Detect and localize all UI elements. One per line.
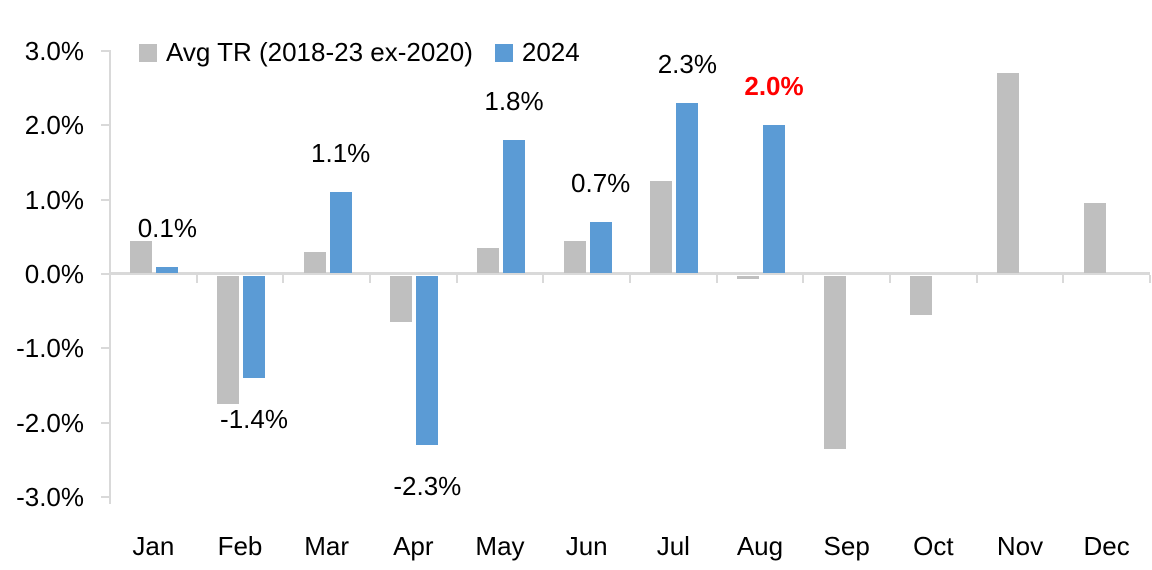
x-axis-tick (1062, 275, 1065, 283)
x-axis-label-jul: Jul (656, 531, 690, 561)
x-axis-tick (889, 275, 891, 283)
bar-avg-tr-sep (823, 276, 846, 449)
x-axis-label-jan: Jan (132, 531, 175, 561)
x-axis-tick (542, 275, 545, 283)
y-axis-tick-label: -2.0% (16, 407, 84, 438)
x-axis-tick (369, 275, 371, 283)
y-axis-tick (101, 50, 110, 52)
bar-avg-tr-aug (737, 276, 759, 279)
y-axis-tick (101, 124, 110, 127)
y-axis-tick (101, 347, 110, 350)
x-axis-tick (109, 275, 111, 283)
y-axis-tick-label: 0.0% (24, 259, 84, 289)
bar-avg-tr-apr (390, 276, 413, 323)
x-axis-tick (715, 275, 718, 283)
bar-2024-feb (243, 276, 265, 379)
legend-item-avg-tr: Avg TR (2018-23 ex-2020) (139, 37, 473, 68)
legend-swatch-icon (139, 43, 157, 62)
bar-2024-jul (676, 103, 699, 273)
value-label-aug: 2.0% (744, 71, 804, 102)
x-axis-tick (1149, 275, 1151, 283)
y-axis-tick-label: -3.0% (16, 482, 84, 512)
value-label-apr: -2.3% (393, 470, 462, 501)
legend-label: 2024 (521, 37, 580, 67)
bar-2024-apr (416, 276, 439, 445)
bar-avg-tr-jul (650, 181, 673, 273)
x-axis-line (110, 272, 1150, 275)
x-axis-tick (802, 275, 805, 283)
bar-avg-tr-jun (563, 240, 586, 273)
bar-2024-jun (589, 221, 612, 273)
bar-2024-mar (329, 192, 352, 273)
value-label-jul: 2.3% (657, 49, 717, 80)
bar-avg-tr-oct (910, 276, 933, 315)
x-axis-tick (629, 275, 631, 283)
x-axis-tick (975, 275, 978, 283)
bar-avg-tr-jan (130, 240, 153, 273)
y-axis-tick (101, 496, 110, 498)
legend-item-2024: 2024 (494, 37, 580, 68)
y-axis-tick (101, 421, 110, 424)
bar-avg-tr-mar (303, 251, 326, 273)
y-axis-tick (101, 198, 110, 201)
bar-2024-aug (763, 125, 785, 273)
x-axis-label-dec: Dec (1083, 531, 1130, 561)
y-axis-tick (101, 273, 110, 275)
x-axis-label-apr: Apr (393, 531, 434, 561)
value-label-jun: 0.7% (571, 167, 631, 198)
x-axis-tick (195, 275, 198, 283)
value-label-mar: 1.1% (311, 138, 371, 169)
x-axis-label-nov: Nov (996, 531, 1044, 561)
x-axis-label-jun: Jun (565, 531, 608, 561)
x-axis-label-may: May (475, 531, 525, 561)
y-axis-tick-label: -1.0% (16, 333, 84, 364)
x-axis-label-aug: Aug (736, 531, 784, 561)
x-axis-label-oct: Oct (913, 531, 954, 561)
value-label-may: 1.8% (484, 86, 544, 117)
bar-avg-tr-nov (997, 73, 1019, 273)
x-axis-label-mar: Mar (304, 531, 350, 561)
x-axis-tick (282, 275, 285, 283)
bar-avg-tr-may (477, 247, 499, 273)
value-label-feb: -1.4% (220, 404, 288, 435)
x-axis-tick (455, 275, 458, 283)
x-axis-label-feb: Feb (217, 531, 263, 561)
bar-2024-jan (156, 266, 179, 273)
bar-avg-tr-feb (217, 276, 239, 405)
y-axis-tick-label: 2.0% (24, 110, 84, 141)
legend-label: Avg TR (2018-23 ex-2020) (166, 37, 473, 67)
bar-2024-may (503, 140, 525, 273)
y-axis-tick-label: 3.0% (24, 36, 84, 66)
value-label-jan: 0.1% (137, 212, 197, 243)
y-axis-tick-label: 1.0% (24, 184, 84, 215)
legend-swatch-icon (494, 43, 513, 62)
chart-legend: Avg TR (2018-23 ex-2020) 2024 (139, 37, 580, 68)
bar-avg-tr-dec (1083, 203, 1106, 273)
x-axis-label-sep: Sep (823, 531, 870, 561)
